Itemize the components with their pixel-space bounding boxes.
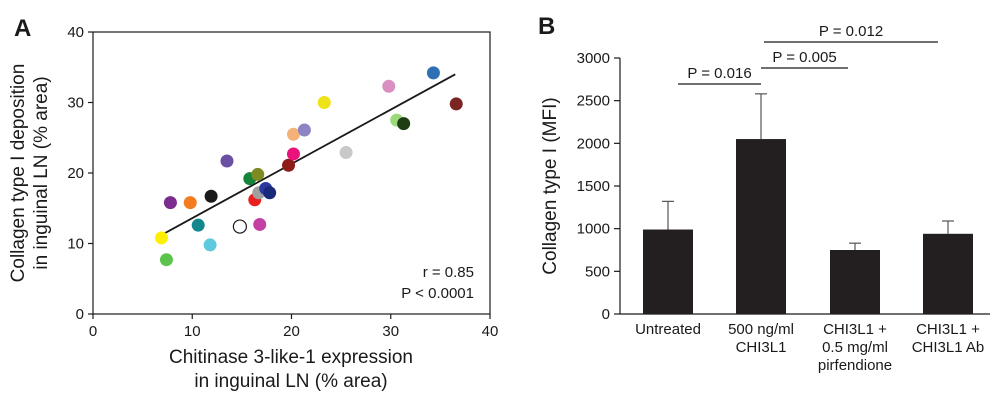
scatter-point: [287, 147, 300, 160]
x-tick-label: 10: [184, 323, 201, 340]
scatter-point: [251, 168, 264, 181]
scatter-point: [382, 80, 395, 93]
category-label: Untreated: [635, 321, 701, 338]
scatter-point: [160, 253, 173, 266]
y-tick-label: 0: [76, 306, 84, 323]
y-tick-label: 40: [67, 24, 84, 41]
panel-b-bar-chart: B 0 500 1000 1500 2000 2500 3000 Untreated 500 …: [538, 13, 990, 374]
category-label: 0.5 mg/ml: [822, 339, 888, 356]
x-tick-label: 40: [482, 323, 499, 340]
scatter-point: [205, 190, 218, 203]
bar: [643, 230, 693, 314]
scatter-point: [233, 220, 246, 233]
scatter-point: [253, 218, 266, 231]
scatter-point: [282, 159, 295, 172]
scatter-point: [298, 123, 311, 136]
bar: [923, 234, 973, 314]
scatter-point: [263, 186, 276, 199]
scatter-point: [450, 97, 463, 110]
category-label: CHI3L1 Ab: [912, 339, 985, 356]
r-value-annotation: r = 0.85: [423, 264, 474, 281]
category-label: CHI3L1 +: [916, 321, 980, 338]
p-value-annotation: P < 0.0001: [401, 285, 474, 302]
x-axis-title-line-1: Chitinase 3-like-1 expression: [169, 347, 413, 368]
y-tick-label: 1000: [577, 221, 610, 238]
y-axis-title-line-1: Collagen type I deposition: [8, 64, 29, 283]
scatter-point: [184, 196, 197, 209]
panel-b-bars: [643, 94, 973, 314]
y-tick-label: 20: [67, 165, 84, 182]
category-label: pirfendione: [818, 357, 892, 374]
panel-b-ticks: 0 500 1000 1500 2000 2500 3000: [577, 50, 620, 323]
category-label: CHI3L1 +: [823, 321, 887, 338]
y-tick-label: 10: [67, 236, 84, 253]
category-label: CHI3L1: [736, 339, 787, 356]
bar: [736, 139, 786, 314]
y-tick-label: 2000: [577, 135, 610, 152]
y-tick-label: 2500: [577, 93, 610, 110]
panel-a-letter: A: [14, 15, 31, 42]
x-tick-label: 30: [382, 323, 399, 340]
category-label: 500 ng/ml: [728, 321, 794, 338]
scatter-point: [427, 66, 440, 79]
scatter-point: [397, 117, 410, 130]
y-axis-title-line-2: in inguinal LN (% area): [31, 76, 52, 269]
bar: [830, 250, 880, 314]
panel-a-scatter-chart: A 0 10 20 30 40 0 10 20 30 40 r = 0.85 P < 0.0001…: [8, 15, 498, 392]
y-tick-label: 3000: [577, 50, 610, 67]
x-axis-title-line-2: in inguinal LN (% area): [194, 371, 387, 392]
scatter-point: [204, 238, 217, 251]
x-tick-label: 20: [283, 323, 300, 340]
significance-label: P = 0.005: [772, 49, 836, 66]
scatter-point: [318, 96, 331, 109]
panel-b-letter: B: [538, 13, 555, 40]
significance-label: P = 0.012: [819, 23, 883, 40]
y-tick-label: 1500: [577, 178, 610, 195]
panel-b-significance-brackets: P = 0.016 P = 0.005 P = 0.012: [678, 23, 938, 84]
y-tick-label: 30: [67, 95, 84, 112]
scatter-point: [164, 196, 177, 209]
y-tick-label: 500: [585, 263, 610, 280]
scatter-point: [192, 219, 205, 232]
scatter-point: [340, 146, 353, 159]
scatter-point: [155, 231, 168, 244]
x-tick-label: 0: [89, 323, 97, 340]
regression-line: [158, 74, 456, 237]
panel-b-y-axis-title: Collagen type I (MFI): [540, 97, 561, 274]
y-tick-label: 0: [602, 306, 610, 323]
significance-label: P = 0.016: [687, 65, 751, 82]
scatter-point: [220, 155, 233, 168]
